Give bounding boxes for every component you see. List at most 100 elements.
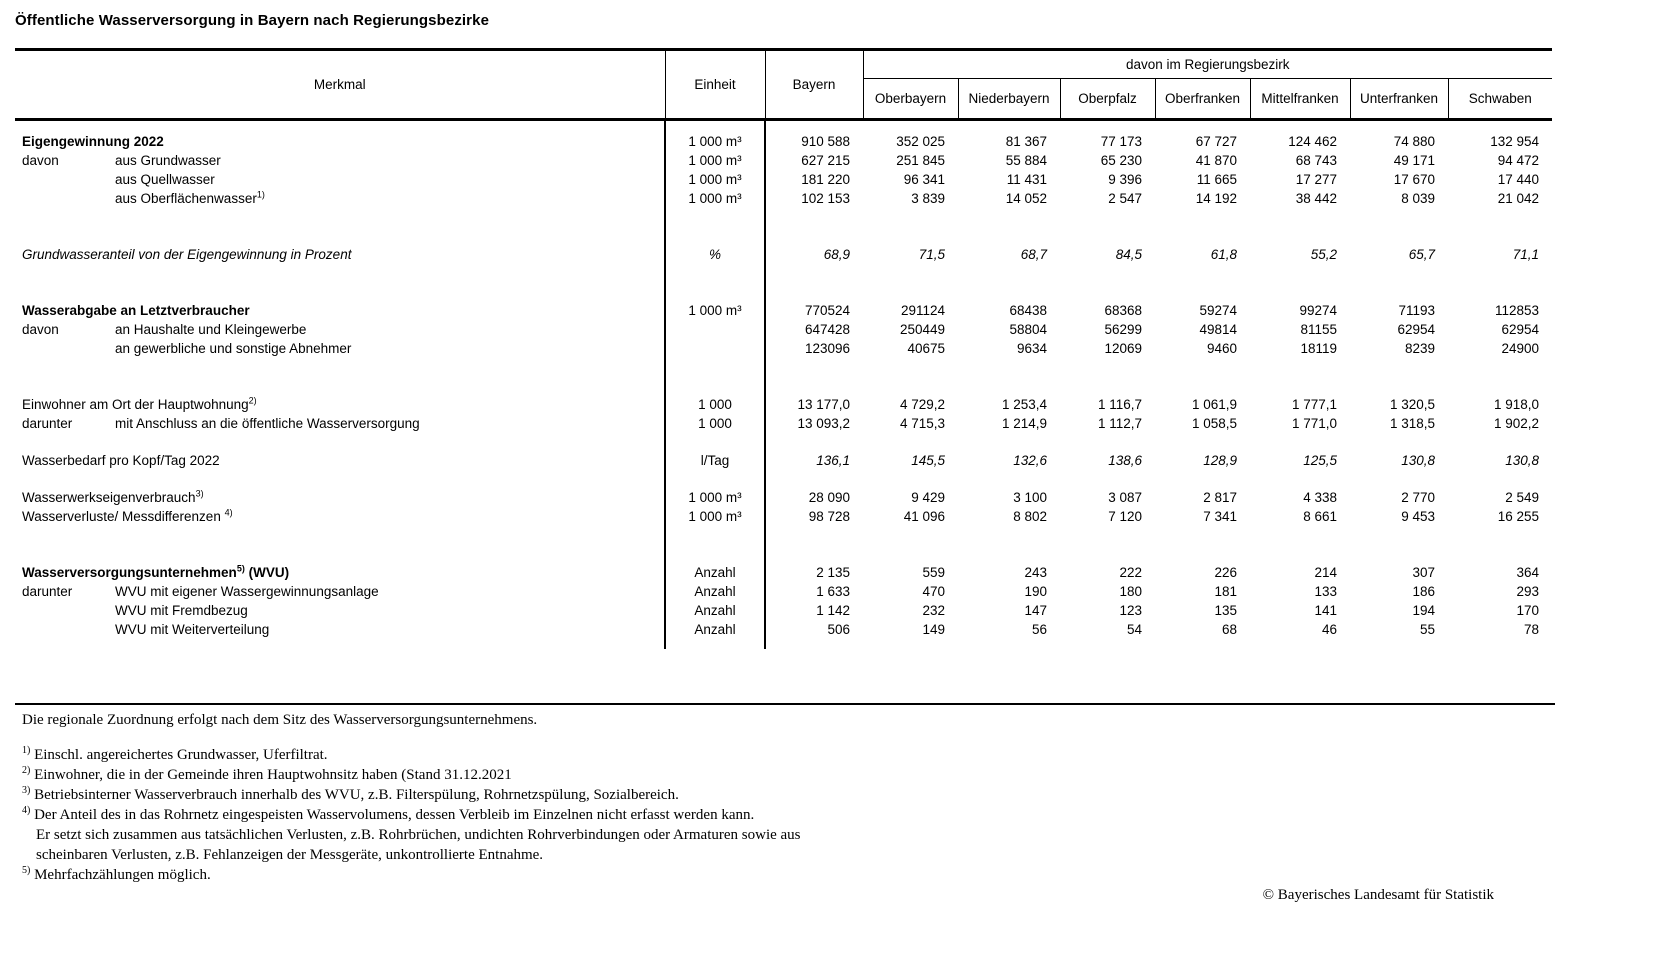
table-row: aus Quellwasser 1 000 m³ 181 220 96 341 11 4…: [15, 169, 1552, 189]
value-cell-unterfranken: 194: [1412, 602, 1435, 618]
spacer-cell: [765, 433, 1552, 451]
spacer-cell: [15, 358, 665, 395]
value-cell-oberbayern: 559: [922, 564, 945, 580]
value-cell-niederbayern: 68438: [1009, 302, 1047, 318]
table-row: darunter WVU mit eigener Wassergewinnungs…: [15, 581, 1552, 601]
value-cell-bayern: 123096: [804, 340, 850, 356]
value-cell-unterfranken: 55: [1419, 621, 1435, 637]
footnote-marker: 5): [236, 563, 245, 573]
value-cell-niederbayern: 55 884: [1005, 152, 1047, 168]
spacer-cell: [664, 469, 766, 488]
row-label: aus Quellwasser: [115, 171, 215, 187]
table-row: WVU mit Weiterverteilung Anzahl 506 149 56 54…: [15, 619, 1552, 639]
value-cell-schwaben: 112853: [1495, 302, 1540, 318]
spacer-cell: [765, 526, 1552, 563]
footnote-line: 4) Der Anteil des in das Rohrnetz einges…: [22, 804, 755, 823]
value-cell-oberpfalz: 84,5: [1115, 246, 1142, 262]
value-cell-mittelfranken: 46: [1321, 621, 1337, 637]
col-header-einheit: Einheit: [664, 49, 766, 121]
value-cell-schwaben: 130,8: [1505, 452, 1540, 468]
value-cell-unterfranken: 9 453: [1401, 508, 1435, 524]
unit-cell: l/Tag: [664, 450, 766, 470]
value-cell-oberbayern: 3 839: [911, 190, 945, 206]
value-cell-oberpfalz: 54: [1126, 621, 1142, 637]
table-bottom-rule: [15, 702, 1555, 705]
value-cell-unterfranken: 65,7: [1408, 246, 1435, 262]
value-cell-oberbayern: 251 845: [896, 152, 945, 168]
value-cell-mittelfranken: 4 338: [1303, 489, 1337, 505]
footnote-marker: 3): [195, 488, 204, 498]
value-cell-oberfranken: 68: [1221, 621, 1237, 637]
col-header-mittelfranken: Mittelfranken: [1249, 78, 1351, 121]
merkmal-cell: aus Quellwasser: [15, 170, 665, 189]
value-cell-oberbayern: 41 096: [903, 508, 945, 524]
table-row: Wasserwerkseigenverbrauch3) 1 000 m³ 28 09…: [15, 487, 1552, 507]
value-cell-mittelfranken: 141: [1314, 602, 1337, 618]
footnote-list: 1) Einschl. angereichertes Grundwasser, …: [15, 745, 1552, 885]
value-cell-oberbayern: 250449: [899, 321, 945, 337]
value-cell-oberbayern: 291124: [900, 302, 945, 318]
footnote-line: 5) Mehrfachzählungen möglich.: [22, 864, 211, 883]
spacer-cell: [664, 207, 766, 245]
spacer-cell: [765, 639, 1552, 649]
value-cell-unterfranken: 71193: [1398, 302, 1435, 318]
value-cell-oberbayern: 96 341: [903, 171, 945, 187]
row-label: Wasserverluste/ Messdifferenzen: [22, 508, 225, 524]
col-header-group-davon-im-regierungsbezirk: davon im Regierungsbezirk: [862, 49, 1553, 79]
spacer-cell: [15, 264, 665, 301]
value-cell-oberpfalz: 3 087: [1108, 489, 1142, 505]
value-cell-oberfranken: 226: [1214, 564, 1237, 580]
footnote-line: 3) Betriebsinterner Wasserverbrauch inne…: [22, 784, 679, 803]
value-cell-bayern: 68,9: [823, 246, 850, 262]
merkmal-cell: davon an Haushalte und Kleingewerbe: [15, 320, 665, 339]
value-cell-bayern: 28 090: [808, 489, 850, 505]
value-cell-bayern: 98 728: [808, 508, 850, 524]
value-cell-oberpfalz: 180: [1119, 583, 1142, 599]
value-cell-mittelfranken: 124 462: [1288, 133, 1337, 149]
value-cell-schwaben: 1 902,2: [1494, 415, 1540, 431]
merkmal-cell: aus Oberflächenwasser1): [15, 189, 665, 208]
spacer-cell: [765, 358, 1552, 395]
merkmal-cell: Eigengewinnung 2022: [15, 132, 665, 151]
row-label: Einwohner am Ort der Hauptwohnung: [22, 396, 249, 412]
value-cell-niederbayern: 190: [1024, 583, 1047, 599]
value-cell-oberbayern: 4 729,2: [899, 396, 945, 412]
value-cell-schwaben: 16 255: [1497, 508, 1540, 524]
value-cell-unterfranken: 49 171: [1393, 152, 1435, 168]
value-cell-oberfranken: 2 817: [1203, 489, 1237, 505]
footnote-number: 3): [22, 784, 31, 796]
row-prefix: davon: [22, 321, 59, 337]
value-cell-mittelfranken: 38 442: [1295, 190, 1337, 206]
spacer-row: [15, 525, 1552, 563]
value-cell-bayern: 506: [827, 621, 850, 637]
merkmal-cell: Wasserbedarf pro Kopf/Tag 2022: [15, 451, 665, 470]
value-cell-bayern: 1 633: [816, 583, 850, 599]
value-cell-oberfranken: 11 665: [1196, 171, 1237, 187]
merkmal-cell: Einwohner am Ort der Hauptwohnung2): [15, 395, 665, 414]
value-cell-mittelfranken: 133: [1314, 583, 1337, 599]
unit-cell: Anzahl: [664, 581, 766, 601]
value-cell-niederbayern: 11 431: [1006, 171, 1047, 187]
value-cell-unterfranken: 8239: [1404, 340, 1435, 356]
unit-cell: Anzahl: [664, 600, 766, 620]
value-cell-niederbayern: 8 802: [1013, 508, 1047, 524]
table-row: darunter mit Anschluss an die öffentliche…: [15, 413, 1552, 433]
row-label: WVU mit Weiterverteilung: [115, 621, 270, 637]
value-cell-unterfranken: 1 318,5: [1389, 415, 1435, 431]
footnote-marker: 1): [256, 189, 265, 199]
footnote-line: 2) Einwohner, die in der Gemeinde ihren …: [22, 764, 512, 783]
col-header-merkmal: Merkmal: [15, 49, 666, 121]
spacer-cell: [15, 433, 665, 451]
row-label: Wasserabgabe an Letztverbraucher: [22, 302, 250, 318]
value-cell-oberbayern: 9 429: [911, 489, 945, 505]
footnote-number: 5): [22, 864, 31, 876]
value-cell-bayern: 181 220: [801, 171, 850, 187]
value-cell-bayern: 13 093,2: [797, 415, 850, 431]
merkmal-cell: WVU mit Fremdbezug: [15, 601, 665, 620]
row-label: aus Grundwasser: [115, 152, 221, 168]
row-label: mit Anschluss an die öffentliche Wasserv…: [115, 415, 420, 431]
value-cell-bayern: 647428: [804, 321, 850, 337]
value-cell-bayern: 627 215: [801, 152, 850, 168]
footnotes-section: Die regionale Zuordnung erfolgt nach dem…: [15, 712, 1552, 905]
row-label: Wasserversorgungsunternehmen: [22, 564, 237, 580]
